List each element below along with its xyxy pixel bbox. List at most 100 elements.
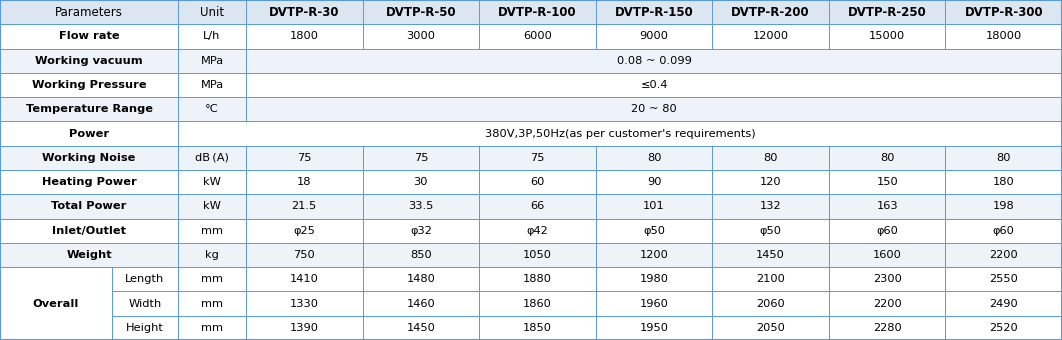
Bar [246,267,362,291]
Text: 150: 150 [876,177,898,187]
Text: 1980: 1980 [639,274,668,284]
Text: 80: 80 [880,153,894,163]
Bar [713,0,828,24]
Bar [596,170,713,194]
Text: Heating Power: Heating Power [41,177,136,187]
Text: 20 ~ 80: 20 ~ 80 [631,104,676,114]
Text: 15000: 15000 [869,31,905,41]
Text: φ25: φ25 [293,226,315,236]
Bar [945,316,1062,340]
Text: DVTP-R-100: DVTP-R-100 [498,6,577,19]
Text: 1600: 1600 [873,250,902,260]
Bar [713,170,828,194]
Text: 30: 30 [413,177,428,187]
Bar [713,24,828,49]
Bar [713,267,828,291]
Bar [828,146,945,170]
Bar [596,267,713,291]
Bar [246,170,362,194]
Bar [362,267,479,291]
Text: ≤0.4: ≤0.4 [640,80,668,90]
Bar [246,0,362,24]
Text: φ32: φ32 [410,226,432,236]
Bar [945,0,1062,24]
Text: MPa: MPa [201,80,224,90]
Text: Inlet/Outlet: Inlet/Outlet [52,226,126,236]
Text: 1850: 1850 [523,323,552,333]
Bar [945,243,1062,267]
Bar [178,121,1062,146]
Bar [828,170,945,194]
Text: 3000: 3000 [407,31,435,41]
Text: DVTP-R-300: DVTP-R-300 [964,6,1043,19]
Bar [0,0,178,24]
Text: DVTP-R-30: DVTP-R-30 [269,6,340,19]
Text: 60: 60 [530,177,545,187]
Bar [713,243,828,267]
Text: Length: Length [125,274,165,284]
Text: 2520: 2520 [990,323,1018,333]
Bar [596,24,713,49]
Bar [479,291,596,316]
Bar [246,24,362,49]
Text: Width: Width [129,299,161,309]
Bar [479,219,596,243]
Bar [945,219,1062,243]
Bar [0,121,178,146]
Bar [596,146,713,170]
Text: 1860: 1860 [523,299,552,309]
Text: 12000: 12000 [753,31,789,41]
Bar [362,219,479,243]
Bar [479,170,596,194]
Bar [246,219,362,243]
Bar [0,194,178,219]
Text: 9000: 9000 [639,31,668,41]
Bar [828,194,945,219]
Text: 1450: 1450 [756,250,785,260]
Text: Flow rate: Flow rate [58,31,119,41]
Text: 1410: 1410 [290,274,319,284]
Text: °C: °C [205,104,219,114]
Bar [479,194,596,219]
Text: 2060: 2060 [756,299,785,309]
Text: 120: 120 [759,177,782,187]
Bar [112,316,178,340]
Bar [178,243,246,267]
Bar [246,97,1062,121]
Bar [479,316,596,340]
Bar [178,219,246,243]
Text: DVTP-R-200: DVTP-R-200 [732,6,810,19]
Text: 2200: 2200 [873,299,902,309]
Bar [596,291,713,316]
Text: 1450: 1450 [407,323,435,333]
Bar [246,146,362,170]
Text: Parameters: Parameters [55,6,123,19]
Text: mm: mm [201,274,223,284]
Bar [945,146,1062,170]
Bar [362,170,479,194]
Text: 80: 80 [996,153,1011,163]
Bar [178,97,246,121]
Bar [479,0,596,24]
Text: Power: Power [69,129,109,139]
Bar [0,73,178,97]
Text: 1390: 1390 [290,323,319,333]
Text: 1050: 1050 [523,250,552,260]
Bar [828,24,945,49]
Text: 75: 75 [297,153,311,163]
Text: 6000: 6000 [523,31,552,41]
Bar [0,49,178,73]
Text: 75: 75 [413,153,428,163]
Bar [362,146,479,170]
Text: Working Pressure: Working Pressure [32,80,147,90]
Bar [828,219,945,243]
Bar [362,243,479,267]
Bar [178,0,246,24]
Bar [178,316,246,340]
Text: mm: mm [201,226,223,236]
Bar [178,291,246,316]
Text: 132: 132 [759,201,782,211]
Bar [112,267,178,291]
Bar [112,291,178,316]
Text: mm: mm [201,323,223,333]
